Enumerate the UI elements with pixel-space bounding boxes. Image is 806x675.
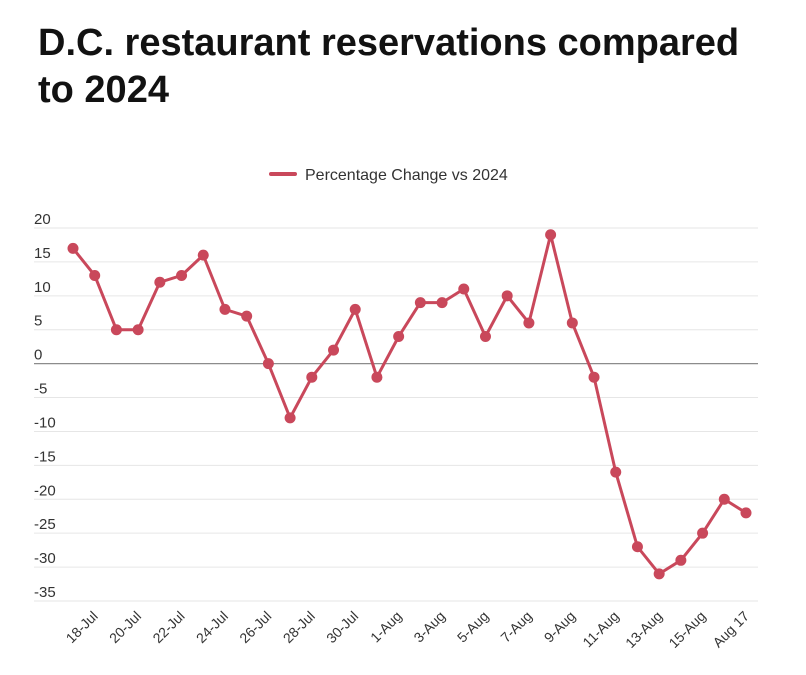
data-point[interactable] bbox=[631, 541, 643, 553]
y-tick-label: -15 bbox=[34, 448, 56, 465]
y-tick-label: 15 bbox=[34, 245, 51, 262]
data-point[interactable] bbox=[197, 249, 209, 261]
data-point[interactable] bbox=[110, 324, 122, 336]
data-point[interactable] bbox=[523, 317, 535, 329]
legend[interactable]: Percentage Change vs 2024 bbox=[269, 167, 508, 184]
data-point[interactable] bbox=[414, 297, 426, 309]
y-tick-label: 5 bbox=[34, 313, 42, 330]
y-tick-label: -35 bbox=[34, 584, 56, 601]
data-point[interactable] bbox=[132, 324, 144, 336]
x-tick-label: 26-Jul bbox=[236, 608, 274, 646]
data-point[interactable] bbox=[89, 269, 101, 281]
data-point[interactable] bbox=[371, 371, 383, 383]
grid-lines bbox=[34, 227, 758, 602]
x-tick-label: 20-Jul bbox=[106, 608, 144, 646]
data-point[interactable] bbox=[284, 412, 296, 424]
data-point[interactable] bbox=[653, 568, 665, 580]
x-tick-label: 1-Aug bbox=[367, 608, 405, 646]
y-tick-label: -5 bbox=[34, 381, 47, 398]
data-point[interactable] bbox=[566, 317, 578, 329]
series-line bbox=[71, 233, 748, 576]
data-point[interactable] bbox=[436, 297, 448, 309]
y-tick-label: -20 bbox=[34, 482, 56, 499]
y-tick-label: -30 bbox=[34, 550, 56, 567]
data-point[interactable] bbox=[349, 303, 361, 315]
y-tick-label: 10 bbox=[34, 279, 51, 296]
data-point[interactable] bbox=[328, 344, 340, 356]
chart-title: D.C. restaurant reservations compared to… bbox=[38, 22, 740, 111]
data-point[interactable] bbox=[501, 290, 513, 302]
data-point[interactable] bbox=[740, 507, 752, 519]
data-point[interactable] bbox=[545, 229, 557, 241]
data-point[interactable] bbox=[306, 371, 318, 383]
legend-label: Percentage Change vs 2024 bbox=[305, 167, 508, 184]
data-point[interactable] bbox=[479, 331, 491, 343]
data-point[interactable] bbox=[219, 303, 231, 315]
data-point[interactable] bbox=[588, 371, 600, 383]
x-tick-label: 30-Jul bbox=[323, 608, 361, 646]
data-point[interactable] bbox=[67, 242, 79, 254]
y-tick-label: -25 bbox=[34, 516, 56, 533]
data-point[interactable] bbox=[241, 310, 253, 322]
x-axis: 18-Jul 20-Jul 22-Jul 24-Jul 26-Jul 28-Jul 30-J… bbox=[63, 608, 753, 651]
x-tick-label: 18-Jul bbox=[63, 608, 101, 646]
y-tick-label: 20 bbox=[34, 211, 51, 228]
x-tick-label: 28-Jul bbox=[280, 608, 318, 646]
data-point[interactable] bbox=[458, 283, 470, 295]
x-tick-label: 9-Aug bbox=[541, 608, 579, 646]
x-tick-label: 11-Aug bbox=[579, 608, 622, 651]
data-point[interactable] bbox=[154, 276, 166, 288]
x-tick-label: 5-Aug bbox=[454, 608, 492, 646]
y-tick-label: -10 bbox=[34, 414, 56, 431]
y-tick-label: 0 bbox=[34, 347, 42, 364]
series-group bbox=[67, 229, 752, 580]
data-point[interactable] bbox=[393, 331, 405, 343]
data-point[interactable] bbox=[176, 269, 188, 281]
x-tick-label: 13-Aug bbox=[622, 608, 665, 651]
x-tick-label: 3-Aug bbox=[410, 608, 448, 646]
data-point[interactable] bbox=[610, 466, 622, 478]
data-point[interactable] bbox=[718, 493, 730, 505]
x-tick-label: Aug 17 bbox=[709, 608, 752, 651]
data-point[interactable] bbox=[675, 554, 687, 566]
x-tick-label: 24-Jul bbox=[193, 608, 231, 646]
data-point[interactable] bbox=[262, 358, 274, 370]
x-tick-label: 15-Aug bbox=[665, 608, 708, 651]
x-tick-label: 7-Aug bbox=[497, 608, 535, 646]
data-point[interactable] bbox=[697, 527, 709, 539]
y-axis: 20 15 10 5 0 -5 -10 -15 -20 -25 -30 -35 bbox=[34, 211, 56, 601]
x-tick-label: 22-Jul bbox=[149, 608, 187, 646]
